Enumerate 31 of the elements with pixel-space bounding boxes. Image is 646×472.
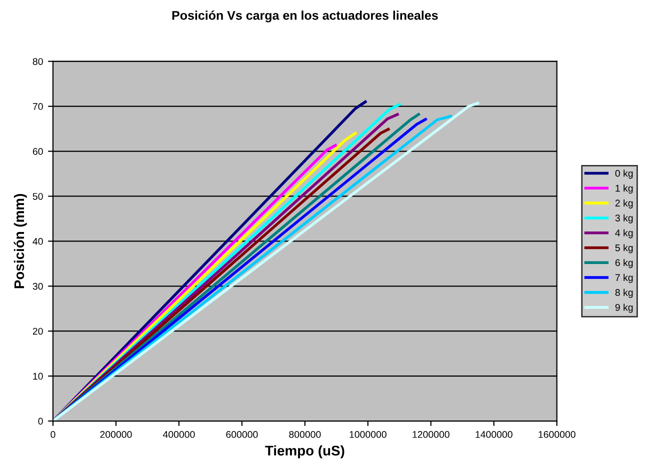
x-tick-label: 0: [50, 431, 56, 438]
legend-label: 1 kg: [616, 184, 633, 194]
legend-label: 8 kg: [615, 288, 633, 298]
x-tick-label: 1600000: [538, 431, 576, 438]
y-tick-label: 30: [32, 282, 43, 290]
x-tick-label: 600000: [226, 431, 258, 438]
legend-label: 5 kg: [615, 244, 633, 254]
legend-label: 4 kg: [615, 229, 633, 238]
y-tick-label: 80: [32, 58, 43, 65]
legend-label: 6 kg: [615, 259, 633, 268]
legend-label: 9 kg: [615, 304, 633, 313]
legend-label: 0 kg: [615, 170, 633, 179]
y-tick-label: 10: [33, 372, 43, 380]
chart-title: Posición Vs carga en los actuadores lineales: [172, 10, 438, 22]
legend-label: 2 kg: [615, 199, 633, 208]
y-tick-label: 0: [38, 418, 43, 425]
y-tick-label: 70: [32, 103, 43, 110]
x-axis-title: Tiempo (uS): [265, 445, 344, 458]
x-tick-label: 1400000: [476, 431, 512, 438]
x-tick-label: 200000: [100, 431, 132, 438]
x-tick-label: 1000000: [350, 431, 386, 438]
legend-label: 3 kg: [615, 214, 633, 224]
x-tick-label: 1200000: [412, 431, 450, 438]
x-tick-label: 800000: [289, 431, 321, 438]
legend-label: 7 kg: [615, 274, 633, 283]
x-tick-label: 400000: [162, 431, 195, 438]
y-tick-label: 60: [32, 148, 43, 155]
y-tick-label: 20: [32, 328, 43, 335]
y-tick-label: 40: [32, 238, 43, 245]
y-axis-title: Posición (mm): [14, 194, 27, 288]
y-tick-label: 50: [32, 192, 43, 200]
